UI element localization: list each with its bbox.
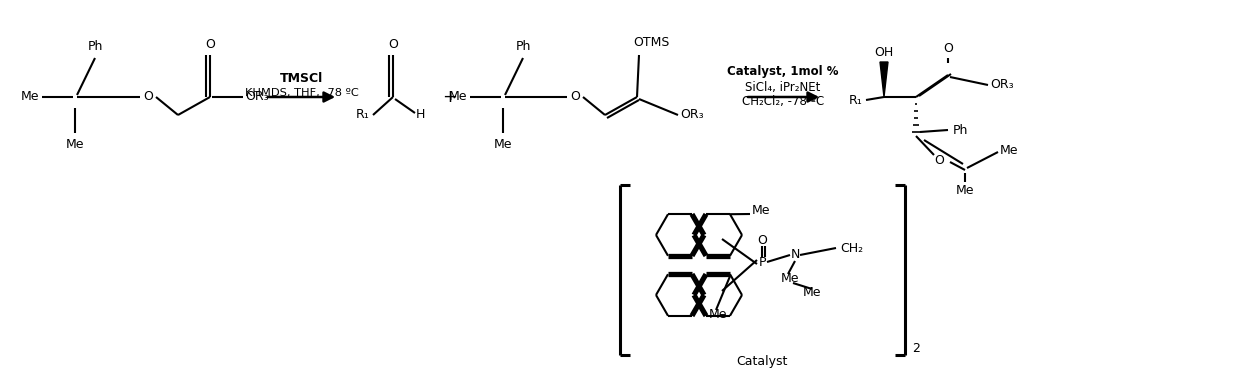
Text: TMSCl: TMSCl [280,72,324,85]
Text: Catalyst: Catalyst [737,355,787,369]
Text: OTMS: OTMS [632,35,670,48]
Text: OR₃: OR₃ [680,108,703,121]
Text: O: O [570,90,580,103]
Text: KHMDS, THF, -78 ºC: KHMDS, THF, -78 ºC [246,88,358,98]
Text: Me: Me [802,286,821,300]
Text: Ph: Ph [87,41,103,54]
Text: Me: Me [449,90,467,103]
Text: Me: Me [956,183,975,197]
Text: O: O [143,90,153,103]
Polygon shape [880,62,888,97]
Text: Me: Me [66,138,84,152]
Text: P: P [758,255,766,269]
Text: Me: Me [709,308,727,321]
Text: R₁: R₁ [849,93,863,107]
Text: Ph: Ph [952,124,967,137]
Text: Ph: Ph [516,41,531,54]
Text: R₁: R₁ [356,108,370,121]
Text: CH₂: CH₂ [839,241,863,255]
Text: SiCl₄, iPr₂NEt: SiCl₄, iPr₂NEt [745,80,821,93]
Text: O: O [944,41,952,55]
Text: Me: Me [999,144,1018,156]
Text: Catalyst, 1mol %: Catalyst, 1mol % [727,66,838,79]
Text: CH₂Cl₂, -78 ºC: CH₂Cl₂, -78 ºC [742,96,825,108]
Text: OH: OH [874,46,894,59]
Text: Me: Me [21,90,40,103]
Text: O: O [205,38,215,52]
Text: O: O [934,154,944,166]
Text: O: O [388,38,398,52]
Text: Me: Me [781,272,800,284]
Text: N: N [790,248,800,262]
Text: OR₃: OR₃ [246,90,269,103]
Text: OR₃: OR₃ [990,79,1013,92]
Text: H: H [415,108,424,121]
Text: 2: 2 [911,341,920,355]
Text: Me: Me [751,203,770,217]
Text: Me: Me [494,138,512,152]
Text: +: + [443,88,458,106]
Text: O: O [758,234,766,246]
